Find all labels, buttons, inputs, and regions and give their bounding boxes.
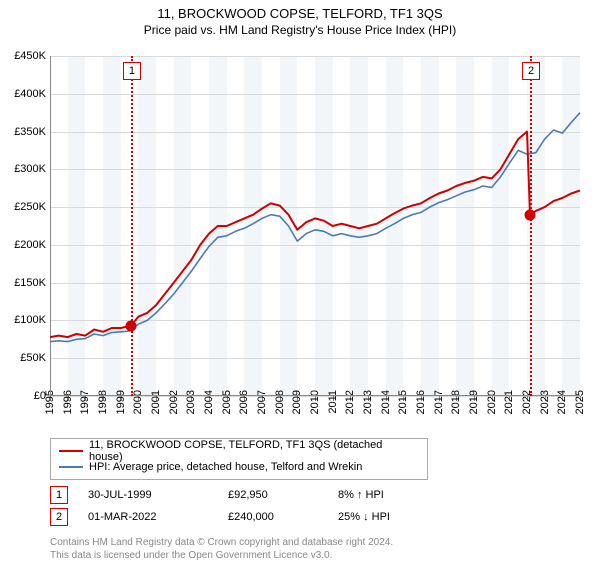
transaction-table: 1 30-JUL-1999£92,9508% ↑ HPI 2 01-MAR-2022£… [50,484,580,528]
transaction-index: 2 [50,508,68,526]
y-axis-label: £50K [2,352,46,364]
legend-item: 11, BROCKWOOD COPSE, TELFORD, TF1 3QS (d… [59,443,419,459]
y-axis-label: £200K [2,239,46,251]
y-axis-label: £450K [2,50,46,62]
transaction-row: 1 30-JUL-1999£92,9508% ↑ HPI [50,484,580,506]
y-axis-label: £100K [2,314,46,326]
transaction-point [525,209,536,220]
transaction-row: 2 01-MAR-2022£240,00025% ↓ HPI [50,506,580,528]
y-axis-label: £350K [2,126,46,138]
y-axis-label: £400K [2,88,46,100]
y-axis-label: £0 [2,390,46,402]
series-hpi [50,113,580,342]
transaction-point [125,320,136,331]
transaction-date: 01-MAR-2022 [88,511,228,523]
legend: 11, BROCKWOOD COPSE, TELFORD, TF1 3QS (d… [50,438,428,480]
transaction-hpi-diff: 25% ↓ HPI [338,511,458,523]
chart-title: 11, BROCKWOOD COPSE, TELFORD, TF1 3QS [0,6,600,21]
chart-subtitle: Price paid vs. HM Land Registry's House … [0,23,600,37]
footnote-line: Contains HM Land Registry data © Crown c… [50,537,393,548]
transaction-date: 30-JUL-1999 [88,489,228,501]
footnote-line: This data is licensed under the Open Gov… [50,550,332,561]
y-axis-label: £250K [2,201,46,213]
series-price_paid [50,132,580,338]
transaction-price: £92,950 [228,489,338,501]
footnote: Contains HM Land Registry data © Crown c… [50,536,580,562]
y-axis-label: £300K [2,163,46,175]
y-axis-label: £150K [2,277,46,289]
transaction-price: £240,000 [228,511,338,523]
transaction-index: 1 [50,486,68,504]
chart-plot-area: £0£50K£100K£150K£200K£250K£300K£350K£400… [50,56,580,396]
transaction-hpi-diff: 8% ↑ HPI [338,489,458,501]
